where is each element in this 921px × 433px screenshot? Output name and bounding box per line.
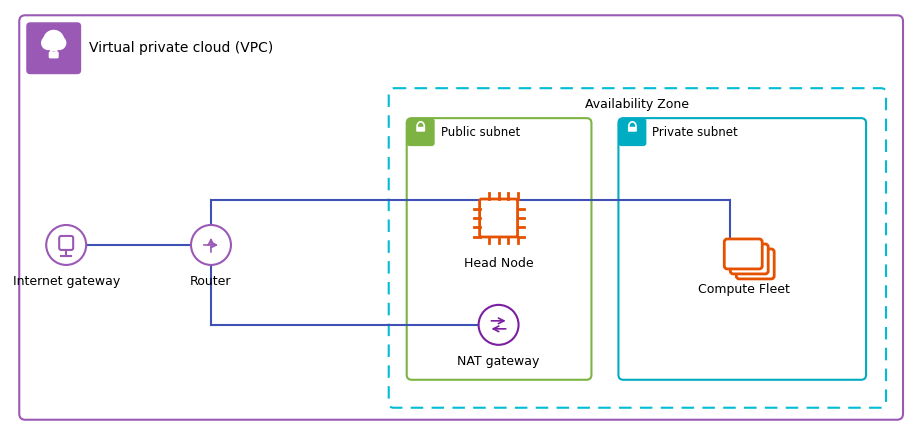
FancyBboxPatch shape	[736, 249, 775, 279]
Circle shape	[479, 305, 519, 345]
Text: Public subnet: Public subnet	[440, 126, 520, 139]
Text: Compute Fleet: Compute Fleet	[698, 283, 790, 296]
Circle shape	[52, 35, 61, 45]
Circle shape	[191, 225, 231, 265]
FancyBboxPatch shape	[416, 127, 426, 132]
Text: Virtual private cloud (VPC): Virtual private cloud (VPC)	[89, 41, 274, 55]
Circle shape	[46, 225, 87, 265]
FancyBboxPatch shape	[407, 118, 435, 146]
Circle shape	[52, 36, 65, 49]
FancyBboxPatch shape	[724, 239, 763, 269]
Text: Private subnet: Private subnet	[652, 126, 738, 139]
Circle shape	[46, 35, 56, 45]
Circle shape	[41, 36, 54, 49]
Text: Internet gateway: Internet gateway	[13, 275, 120, 288]
FancyBboxPatch shape	[49, 52, 59, 58]
FancyBboxPatch shape	[628, 127, 637, 132]
Text: Availability Zone: Availability Zone	[586, 98, 690, 111]
FancyBboxPatch shape	[480, 199, 518, 237]
Text: Router: Router	[191, 275, 232, 288]
FancyBboxPatch shape	[26, 22, 81, 74]
FancyBboxPatch shape	[618, 118, 647, 146]
Text: Head Node: Head Node	[464, 257, 533, 270]
FancyBboxPatch shape	[730, 244, 768, 274]
Circle shape	[43, 30, 64, 50]
Text: NAT gateway: NAT gateway	[458, 355, 540, 368]
